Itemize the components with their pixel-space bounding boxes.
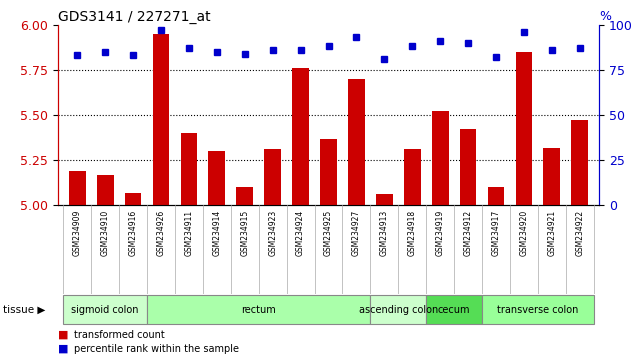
- Text: GSM234909: GSM234909: [72, 210, 82, 256]
- Bar: [292, 68, 309, 205]
- Bar: [69, 171, 86, 205]
- Text: percentile rank within the sample: percentile rank within the sample: [74, 344, 238, 354]
- Bar: [432, 112, 449, 205]
- Bar: [63, 295, 147, 324]
- Text: ■: ■: [58, 330, 68, 339]
- Text: GSM234926: GSM234926: [156, 210, 165, 256]
- Bar: [208, 151, 225, 205]
- Text: GSM234911: GSM234911: [185, 210, 194, 256]
- Text: transverse colon: transverse colon: [497, 305, 579, 315]
- Bar: [97, 175, 113, 205]
- Bar: [482, 295, 594, 324]
- Bar: [153, 34, 169, 205]
- Bar: [426, 295, 482, 324]
- Text: GSM234918: GSM234918: [408, 210, 417, 256]
- Bar: [147, 295, 370, 324]
- Text: %: %: [599, 10, 612, 23]
- Text: GSM234923: GSM234923: [268, 210, 277, 256]
- Text: sigmoid colon: sigmoid colon: [71, 305, 139, 315]
- Bar: [320, 138, 337, 205]
- Text: GSM234921: GSM234921: [547, 210, 556, 256]
- Text: GSM234913: GSM234913: [380, 210, 389, 256]
- Bar: [544, 148, 560, 205]
- Text: GSM234919: GSM234919: [436, 210, 445, 256]
- Text: GSM234925: GSM234925: [324, 210, 333, 256]
- Bar: [264, 149, 281, 205]
- Text: GSM234927: GSM234927: [352, 210, 361, 256]
- Bar: [181, 133, 197, 205]
- Text: GSM234924: GSM234924: [296, 210, 305, 256]
- Bar: [460, 130, 476, 205]
- Text: GSM234916: GSM234916: [129, 210, 138, 256]
- Bar: [404, 149, 420, 205]
- Bar: [348, 79, 365, 205]
- Text: GSM234910: GSM234910: [101, 210, 110, 256]
- Text: GSM234915: GSM234915: [240, 210, 249, 256]
- Text: ■: ■: [58, 344, 68, 354]
- Text: rectum: rectum: [242, 305, 276, 315]
- Bar: [370, 295, 426, 324]
- Bar: [571, 120, 588, 205]
- Text: cecum: cecum: [438, 305, 470, 315]
- Text: GSM234912: GSM234912: [463, 210, 472, 256]
- Bar: [237, 187, 253, 205]
- Text: GSM234922: GSM234922: [575, 210, 585, 256]
- Text: tissue ▶: tissue ▶: [3, 305, 46, 315]
- Text: transformed count: transformed count: [74, 330, 165, 339]
- Bar: [376, 194, 393, 205]
- Text: GSM234914: GSM234914: [212, 210, 221, 256]
- Text: GSM234917: GSM234917: [492, 210, 501, 256]
- Text: GSM234920: GSM234920: [519, 210, 528, 256]
- Bar: [488, 187, 504, 205]
- Bar: [515, 52, 532, 205]
- Text: GDS3141 / 227271_at: GDS3141 / 227271_at: [58, 10, 210, 24]
- Bar: [125, 193, 142, 205]
- Text: ascending colon: ascending colon: [359, 305, 438, 315]
